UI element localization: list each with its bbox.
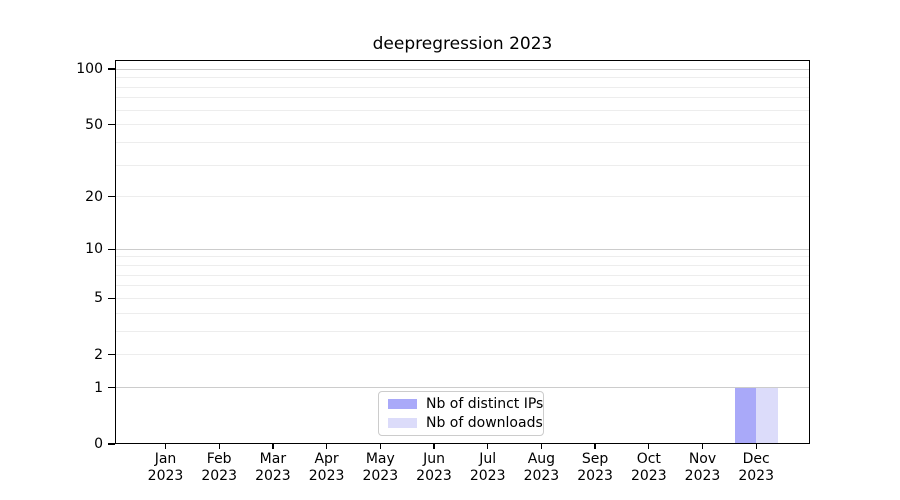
gridline bbox=[115, 97, 810, 99]
x-tick-year: 2023 bbox=[630, 468, 667, 484]
x-tick-label: Jun 2023 bbox=[399, 451, 469, 485]
x-tick-month: Nov bbox=[688, 451, 717, 467]
y-tick-mark bbox=[108, 443, 115, 445]
x-tick-label: Nov 2023 bbox=[668, 451, 738, 485]
x-tick-label: Feb 2023 bbox=[184, 451, 254, 485]
gridline bbox=[115, 109, 810, 111]
y-tick-mark bbox=[108, 386, 115, 389]
gridline bbox=[115, 354, 810, 356]
x-tick-year: 2023 bbox=[308, 468, 345, 484]
legend-item-distinct-ips: Nb of distinct IPs bbox=[388, 396, 543, 412]
x-tick-month: Feb bbox=[206, 451, 232, 467]
y-tick-label: 5 bbox=[94, 290, 103, 307]
x-tick-month: Dec bbox=[742, 451, 770, 467]
legend-swatch-distinct-ips-icon bbox=[388, 399, 417, 409]
x-tick-mark bbox=[648, 444, 650, 449]
gridline bbox=[115, 285, 810, 287]
gridline bbox=[115, 141, 810, 143]
x-tick-mark bbox=[379, 444, 381, 449]
x-tick-year: 2023 bbox=[738, 468, 774, 484]
x-tick-month: Jul bbox=[479, 451, 497, 467]
x-tick-label: Jul 2023 bbox=[453, 451, 523, 485]
legend-swatch-downloads-icon bbox=[388, 418, 417, 428]
x-tick-label: Jan 2023 bbox=[131, 451, 201, 485]
y-tick-mark bbox=[108, 195, 115, 198]
x-tick-year: 2023 bbox=[362, 468, 399, 484]
x-tick-year: 2023 bbox=[147, 468, 184, 484]
x-tick-year: 2023 bbox=[523, 468, 560, 484]
gridline bbox=[115, 387, 810, 389]
gridline bbox=[115, 68, 810, 70]
x-tick-year: 2023 bbox=[469, 468, 506, 484]
gridline bbox=[115, 265, 810, 267]
x-tick-mark bbox=[755, 444, 757, 449]
x-tick-year: 2023 bbox=[416, 468, 452, 484]
y-tick-mark bbox=[108, 354, 115, 356]
x-tick-label: Oct 2023 bbox=[614, 451, 684, 485]
y-tick-label: 10 bbox=[85, 241, 103, 258]
gridline bbox=[115, 196, 810, 198]
y-tick-mark bbox=[108, 68, 115, 70]
y-tick-label: 2 bbox=[94, 346, 103, 363]
legend-label-distinct-ips: Nb of distinct IPs bbox=[426, 396, 544, 412]
gridline bbox=[115, 312, 810, 314]
x-tick-mark bbox=[164, 444, 167, 449]
x-tick-month: Apr bbox=[314, 451, 339, 467]
gridline bbox=[115, 274, 810, 276]
legend-item-downloads: Nb of downloads bbox=[388, 415, 543, 431]
y-tick-label: 0 bbox=[94, 436, 103, 452]
x-tick-month: Mar bbox=[259, 451, 287, 467]
x-tick-mark bbox=[701, 444, 704, 449]
y-tick-mark bbox=[108, 248, 115, 250]
y-tick-label: 1 bbox=[94, 379, 103, 396]
x-tick-label: Mar 2023 bbox=[238, 451, 308, 485]
gridline bbox=[115, 164, 810, 166]
x-tick-year: 2023 bbox=[577, 468, 613, 484]
x-tick-mark bbox=[272, 444, 274, 449]
gridline bbox=[115, 256, 810, 258]
x-tick-label: Dec 2023 bbox=[721, 451, 791, 485]
x-tick-month: Jun bbox=[423, 451, 445, 467]
x-tick-label: Apr 2023 bbox=[292, 451, 362, 485]
x-tick-month: May bbox=[365, 451, 395, 467]
x-tick-month: Jan bbox=[154, 451, 177, 467]
plot-area bbox=[115, 60, 810, 444]
gridline bbox=[115, 297, 810, 299]
x-tick-label: May 2023 bbox=[345, 451, 415, 485]
gridline bbox=[115, 77, 810, 79]
y-tick-label: 20 bbox=[85, 188, 103, 205]
gridline bbox=[115, 248, 810, 250]
legend-label-downloads: Nb of downloads bbox=[426, 415, 543, 431]
x-tick-month: Aug bbox=[527, 451, 556, 467]
y-tick-mark bbox=[108, 297, 115, 300]
legend: Nb of distinct IPs Nb of downloads bbox=[378, 391, 544, 436]
x-tick-mark bbox=[540, 444, 543, 449]
x-tick-label: Aug 2023 bbox=[506, 451, 576, 485]
bar-nb-of-downloads bbox=[756, 387, 778, 444]
x-tick-year: 2023 bbox=[201, 468, 237, 484]
x-tick-mark bbox=[433, 444, 435, 449]
y-tick-label: 100 bbox=[76, 61, 103, 78]
y-tick-label: 50 bbox=[85, 116, 103, 133]
gridline bbox=[115, 330, 810, 332]
x-tick-label: Sep 2023 bbox=[560, 451, 630, 485]
x-tick-mark bbox=[594, 444, 596, 449]
x-tick-month: Sep bbox=[581, 451, 609, 467]
x-tick-mark bbox=[218, 444, 220, 449]
chart-title: deepregression 2023 bbox=[372, 34, 553, 54]
x-tick-year: 2023 bbox=[684, 468, 721, 484]
gridline bbox=[115, 86, 810, 88]
y-tick-mark bbox=[108, 123, 115, 126]
bar-nb-of-distinct-ips bbox=[734, 387, 757, 444]
x-tick-mark bbox=[325, 444, 328, 449]
x-tick-mark bbox=[487, 444, 489, 449]
x-tick-month: Oct bbox=[636, 451, 661, 467]
x-tick-year: 2023 bbox=[255, 468, 291, 484]
gridline bbox=[115, 124, 810, 126]
